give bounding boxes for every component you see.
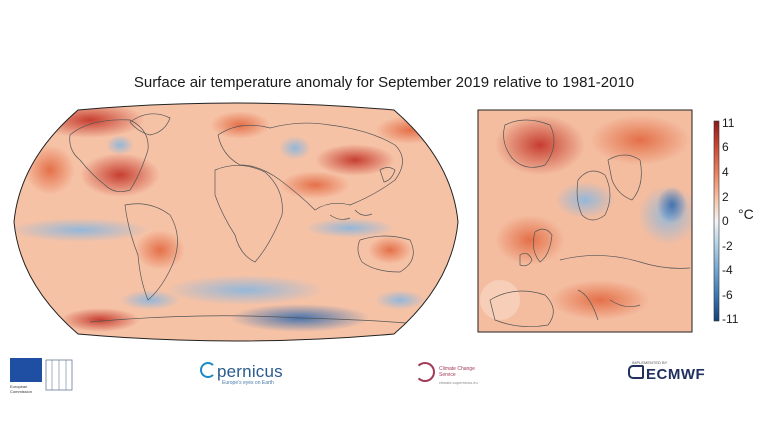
copernicus-name: pernicus bbox=[217, 362, 283, 381]
colorbar-tick: 0 bbox=[722, 214, 729, 228]
c3s-url: climate.copernicus.eu bbox=[439, 380, 478, 385]
colorbar-tick: -2 bbox=[722, 239, 733, 253]
europe-anomaly-map bbox=[477, 109, 693, 333]
eu-building-icon bbox=[45, 359, 73, 391]
c3s-mark-icon bbox=[415, 362, 435, 382]
ecmwf-mark-icon bbox=[628, 365, 644, 379]
eu-flag-icon bbox=[10, 358, 42, 382]
colorbar-tick: -4 bbox=[722, 263, 733, 277]
colorbar-tick: 11 bbox=[722, 116, 735, 130]
copernicus-c-icon bbox=[200, 362, 216, 378]
copernicus-logo: pernicus Europe's eyes on Earth bbox=[200, 362, 283, 386]
colorbar-tick: 2 bbox=[722, 190, 729, 204]
colorbar-tick: 6 bbox=[722, 140, 729, 154]
copernicus-tagline: Europe's eyes on Earth bbox=[222, 380, 274, 386]
c3s-name: Climate Change Service bbox=[439, 366, 475, 378]
ecmwf-logo: IMPLEMENTED BY ECMWF bbox=[628, 360, 705, 383]
colorbar bbox=[713, 120, 720, 322]
ecmwf-name: ECMWF bbox=[646, 366, 706, 383]
ecmwf-top-text: IMPLEMENTED BY bbox=[632, 360, 668, 365]
global-anomaly-map bbox=[13, 102, 459, 342]
colorbar-tick: -6 bbox=[722, 288, 733, 302]
logo-footer: European Commission pernicus Europe's ey… bbox=[0, 350, 768, 410]
colorbar-tick: -11 bbox=[722, 312, 739, 326]
eu-logo: European Commission bbox=[10, 358, 74, 394]
eu-logo-text: European Commission bbox=[10, 384, 33, 394]
page-title: Surface air temperature anomaly for Sept… bbox=[133, 74, 635, 91]
colorbar-unit: °C bbox=[738, 206, 754, 222]
colorbar-tick: 4 bbox=[722, 165, 729, 179]
